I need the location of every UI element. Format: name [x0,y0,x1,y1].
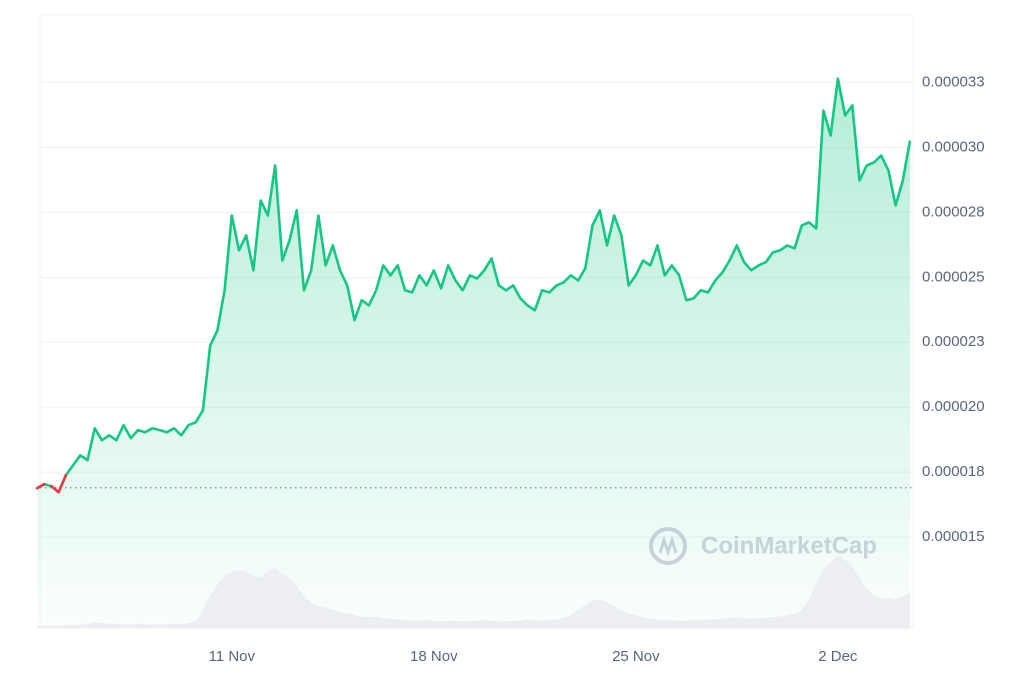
y-tick-label: 0.000033 [922,74,985,91]
x-tick-label: 18 Nov [410,648,458,665]
price-line [36,77,912,494]
price-line-down [35,482,46,490]
price-line-down [50,484,60,494]
y-tick-label: 0.000023 [922,333,985,350]
y-tick-label: 0.000030 [922,138,985,155]
x-tick-label: 11 Nov [209,648,256,665]
volume-area [37,556,910,628]
watermark-logo [649,527,687,565]
watermark: CoinMarketCap [649,527,877,565]
y-tick-label: 0.000015 [922,528,985,545]
price-line-down [57,473,68,494]
y-tick-label: 0.000025 [922,268,985,285]
x-tick-label: 2 Dec [818,648,858,665]
x-tick-label: 25 Nov [612,648,660,665]
watermark-text: CoinMarketCap [701,532,877,559]
watermark-logo-mark [658,535,678,557]
y-tick-label: 0.000018 [922,463,985,480]
price-area [37,78,910,629]
y-tick-label: 0.000028 [922,203,985,220]
y-tick-label: 0.000020 [922,398,985,415]
